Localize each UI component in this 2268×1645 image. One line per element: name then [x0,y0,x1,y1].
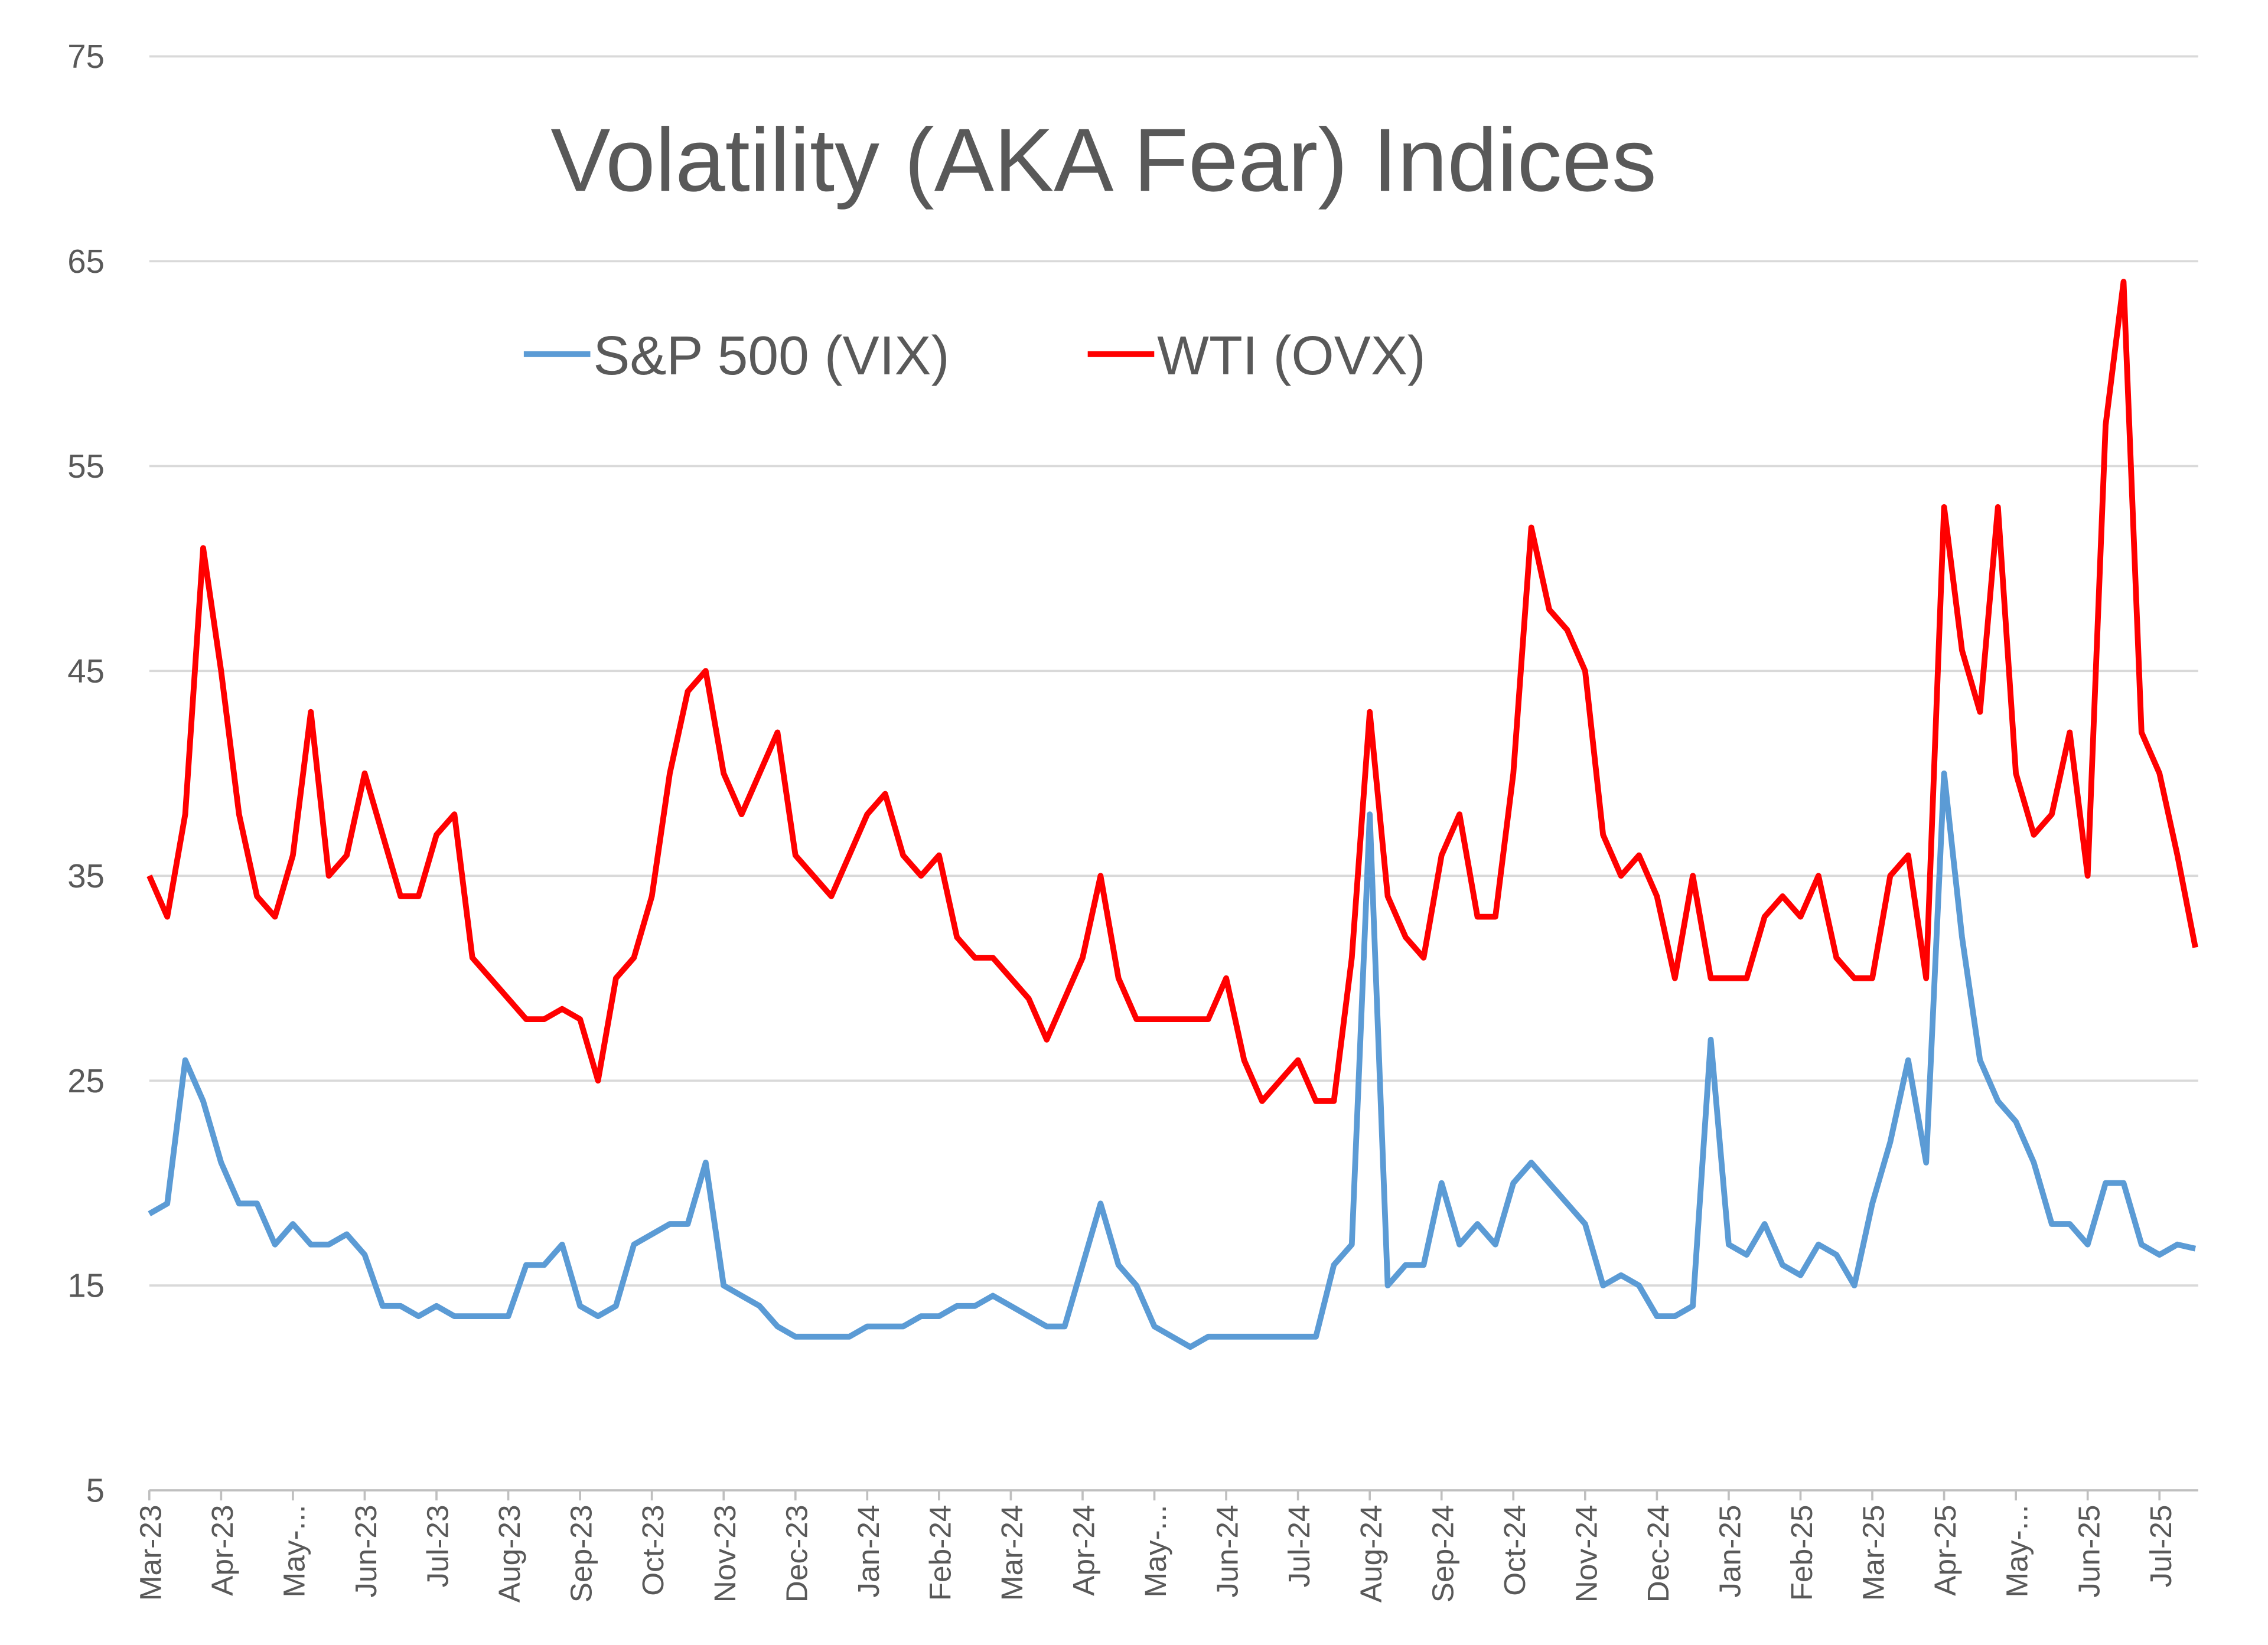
x-tick-label: Mar-25 [1856,1505,1891,1601]
x-tick-label: Apr-23 [205,1505,239,1596]
y-tick-label: 15 [67,1267,105,1304]
x-tick-label: Jan-25 [1713,1505,1747,1598]
x-tick-label: Feb-24 [923,1505,957,1601]
x-tick-label: Dec-23 [779,1505,813,1603]
x-tick-label: Jun-25 [2071,1505,2106,1598]
x-tick-label: Aug-23 [492,1505,526,1603]
x-tick-label: Mar-24 [995,1505,1029,1601]
x-tick-label: Nov-24 [1569,1505,1603,1603]
x-tick-label: Apr-25 [1928,1505,1962,1596]
legend-label: S&P 500 (VIX) [593,325,949,386]
x-tick-label: Nov-23 [708,1505,742,1603]
x-tick-label: Sep-24 [1425,1505,1459,1603]
legend-label: WTI (OVX) [1157,325,1426,386]
x-tick-label: Oct-23 [636,1505,670,1596]
x-tick-label: Jan-24 [851,1505,885,1598]
series-line [146,279,2198,1104]
x-tick-label: Dec-24 [1641,1505,1675,1603]
y-tick-label: 75 [67,38,105,75]
y-tick-label: 45 [67,652,105,690]
x-tick-label: Feb-25 [1784,1505,1819,1601]
x-tick-label: May-... [276,1505,311,1598]
x-tick-label: Oct-24 [1497,1505,1531,1596]
x-tick-label: Jun-24 [1210,1505,1244,1598]
y-tick-label: 5 [86,1472,105,1509]
y-tick-label: 65 [67,243,105,280]
y-tick-label: 25 [67,1062,105,1099]
y-tick-label: 35 [67,857,105,895]
x-tick-label: Mar-23 [133,1505,167,1601]
x-tick-label: Aug-24 [1354,1505,1388,1603]
x-tick-label: May-... [1138,1505,1172,1598]
chart-title: Volatility (AKA Fear) Indices [550,110,1657,210]
x-tick-label: Jun-23 [348,1505,383,1598]
x-tick-label: Sep-23 [564,1505,598,1603]
series-line [148,770,2197,1350]
x-tick-label: May-... [2000,1505,2034,1598]
x-tick-label: Jul-23 [421,1505,455,1588]
x-tick-label: Jul-24 [1282,1505,1316,1588]
x-tick-label: Jul-25 [2143,1505,2178,1588]
x-tick-label: Apr-24 [1067,1505,1101,1596]
y-tick-label: 55 [67,448,105,485]
